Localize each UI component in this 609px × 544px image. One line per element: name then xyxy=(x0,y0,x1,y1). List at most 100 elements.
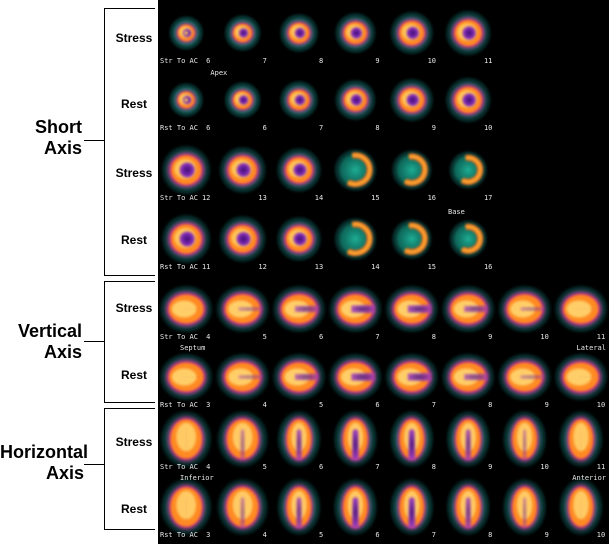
slice-number: 9 xyxy=(488,333,492,341)
slice-annotation: Base xyxy=(448,208,465,216)
slice-number: 15 xyxy=(371,194,379,202)
slice-number: 5 xyxy=(319,531,323,539)
slice-tile-horizontal-0-3 xyxy=(331,408,380,470)
slice-number: 9 xyxy=(545,531,549,539)
slice-number: 5 xyxy=(319,401,323,409)
slice-number: 4 xyxy=(263,531,267,539)
slice-tile-horizontal-1-0 xyxy=(158,476,215,538)
slice-number: 6 xyxy=(319,463,323,471)
slice-tile-short-2-0 xyxy=(159,143,214,197)
slice-tile-vertical-0-6 xyxy=(495,283,554,335)
slice-tile-vertical-0-3 xyxy=(326,283,385,335)
slice-tile-short-0-3 xyxy=(332,10,378,56)
slice-number: 16 xyxy=(428,194,436,202)
slice-tile-vertical-0-0 xyxy=(158,283,216,335)
slice-tile-short-0-5 xyxy=(443,8,494,58)
slice-tile-vertical-1-1 xyxy=(213,351,272,403)
slice-tile-horizontal-0-2 xyxy=(275,408,323,470)
slice-number: 10 xyxy=(540,333,548,341)
group-label-vertical-axis: Vertical Axis xyxy=(17,321,82,362)
spect-scan-panel: 6 7 8 9 10 11 Str To AC 6 6 7 8 9 10 Rst To AC Apex 12 1… xyxy=(158,0,609,544)
row-label-short-stress-2: Stress xyxy=(115,166,153,180)
slice-tile-short-0-1 xyxy=(222,12,263,54)
slice-number: 5 xyxy=(263,333,267,341)
slice-tile-short-1-3 xyxy=(332,77,378,123)
slice-tile-short-3-5 xyxy=(447,218,490,260)
slice-tile-short-1-4 xyxy=(388,76,436,124)
slice-number: 11 xyxy=(597,333,605,341)
slice-tile-vertical-1-3 xyxy=(326,351,385,403)
slice-tile-horizontal-1-5 xyxy=(444,476,493,538)
slice-number: 11 xyxy=(484,57,492,65)
slice-annotation-right: Lateral xyxy=(576,344,606,352)
slice-tile-horizontal-1-7 xyxy=(557,476,605,538)
slice-tile-vertical-0-1 xyxy=(213,283,272,335)
group-label-horizontal-axis: Horizontal Axis xyxy=(0,442,88,483)
slice-number: 10 xyxy=(484,124,492,132)
slice-tile-short-0-0 xyxy=(167,14,206,52)
slice-tile-vertical-1-7 xyxy=(552,351,609,403)
slice-tile-vertical-1-0 xyxy=(158,351,216,403)
slice-number: 17 xyxy=(484,194,492,202)
slice-tile-vertical-1-4 xyxy=(382,351,441,403)
slice-number: 15 xyxy=(428,263,436,271)
slice-caption: Rst To AC xyxy=(160,263,198,271)
slice-number: 8 xyxy=(488,531,492,539)
slice-tile-horizontal-0-0 xyxy=(158,408,215,470)
slice-number: 10 xyxy=(597,401,605,409)
slice-number: 8 xyxy=(432,333,436,341)
slice-annotation-right: Anterior xyxy=(572,474,606,482)
group-label-short-axis: Short Axis xyxy=(35,117,82,158)
slice-number: 11 xyxy=(202,263,210,271)
slice-tile-horizontal-1-3 xyxy=(331,476,380,538)
slice-tile-horizontal-1-6 xyxy=(500,476,549,538)
slice-number: 10 xyxy=(540,463,548,471)
slice-number: 13 xyxy=(315,263,323,271)
row-label-short-rest-2: Rest xyxy=(120,233,147,247)
slice-number: 6 xyxy=(319,333,323,341)
slice-tile-horizontal-1-2 xyxy=(275,476,323,538)
slice-number: 3 xyxy=(206,531,210,539)
slice-tile-horizontal-0-4 xyxy=(387,408,436,470)
slice-number: 9 xyxy=(545,401,549,409)
slice-tile-vertical-0-5 xyxy=(439,283,498,335)
slice-tile-short-1-1 xyxy=(222,79,263,121)
slice-tile-vertical-0-7 xyxy=(552,283,609,335)
slice-number: 7 xyxy=(375,333,379,341)
slice-number: 13 xyxy=(258,194,266,202)
slice-tile-short-1-0 xyxy=(167,81,206,119)
slice-tile-short-3-1 xyxy=(216,213,269,265)
slice-number: 14 xyxy=(315,194,323,202)
slice-number: 5 xyxy=(263,463,267,471)
connector-horizontal-axis xyxy=(84,464,104,465)
slice-tile-short-3-0 xyxy=(159,212,214,266)
slice-number: 10 xyxy=(597,531,605,539)
slice-caption: Rst To AC xyxy=(160,531,198,539)
slice-row-horizontal-0 xyxy=(158,408,605,470)
slice-row-short-2 xyxy=(159,143,490,197)
slice-tile-horizontal-1-4 xyxy=(387,476,436,538)
slice-row-horizontal-1 xyxy=(158,476,605,538)
slice-tile-vertical-0-4 xyxy=(382,283,441,335)
slice-number: 12 xyxy=(258,263,266,271)
slice-number: 6 xyxy=(263,124,267,132)
slice-tile-short-3-4 xyxy=(389,216,434,262)
slice-tile-short-2-3 xyxy=(332,146,379,194)
bracket-horizontal-axis xyxy=(104,408,155,530)
row-label-horizontal-stress: Stress xyxy=(115,435,153,449)
slice-tile-short-2-2 xyxy=(274,145,324,195)
slice-number: 4 xyxy=(263,401,267,409)
spect-slices-image: 6 7 8 9 10 11 Str To AC 6 6 7 8 9 10 Rst To AC Apex 12 1… xyxy=(158,8,609,539)
slice-tile-short-2-5 xyxy=(447,149,490,191)
slice-row-vertical-0 xyxy=(158,283,609,335)
label-panel: Short Axis Vertical Axis Horizontal Axis… xyxy=(0,0,158,544)
slice-number: 9 xyxy=(375,57,379,65)
slice-number: 9 xyxy=(488,463,492,471)
slice-tile-short-0-2 xyxy=(277,11,321,55)
slice-number: 6 xyxy=(206,124,210,132)
slice-number: 4 xyxy=(206,463,210,471)
slice-number: 7 xyxy=(263,57,267,65)
slice-tile-horizontal-0-6 xyxy=(500,408,549,470)
slice-annotation-left: Inferior xyxy=(180,474,214,482)
slice-caption: Rst To AC xyxy=(160,401,198,409)
